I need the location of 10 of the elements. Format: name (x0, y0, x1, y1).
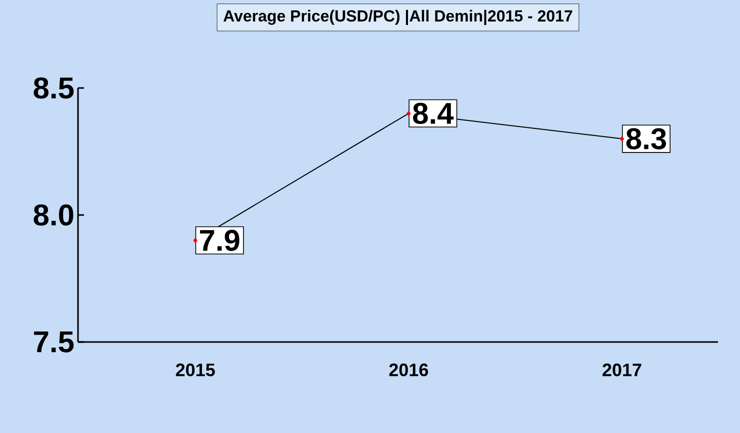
chart-title: Average Price(USD/PC) |All Demin|2015 - 2017 (223, 10, 572, 25)
y-tick-label: 8.0 (34, 204, 74, 226)
x-tick-label: 2017 (602, 364, 642, 376)
x-tick-label: 2016 (389, 364, 428, 376)
y-tick-label: 8.5 (34, 77, 74, 99)
y-tick-label: 7.5 (34, 332, 74, 352)
x-tick-label: 2015 (176, 364, 215, 376)
data-label: 7.9 (200, 230, 240, 252)
data-label: 8.3 (626, 128, 666, 150)
data-label: 8.4 (413, 102, 454, 124)
